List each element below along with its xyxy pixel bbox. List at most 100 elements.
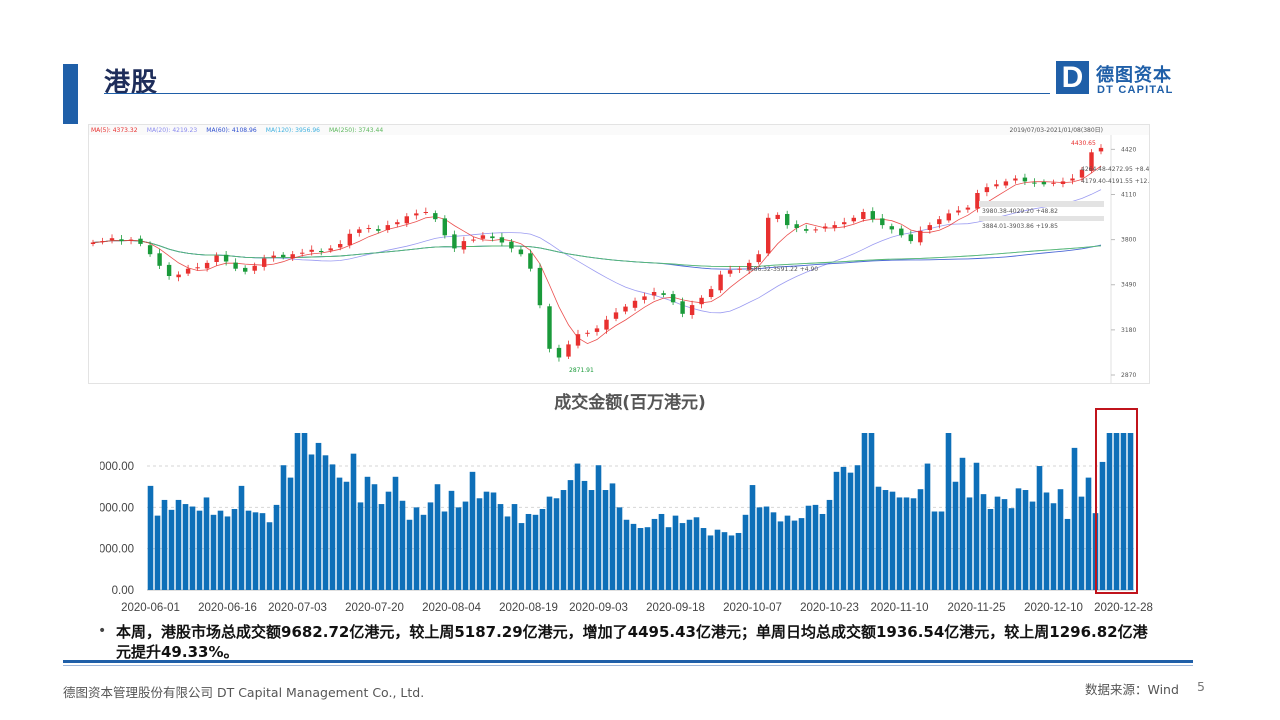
x-tick-label: 2020-08-04 xyxy=(422,602,481,614)
volume-bar xyxy=(840,466,847,590)
x-tick-label: 2020-09-03 xyxy=(569,602,628,614)
logo-name-en: DT CAPITAL xyxy=(1097,84,1174,96)
candle-body xyxy=(775,214,780,219)
candle-body xyxy=(471,239,476,241)
candle-body xyxy=(119,239,124,241)
volume-bar xyxy=(322,455,329,590)
candle-body xyxy=(566,344,571,357)
candle-body xyxy=(832,225,837,228)
volume-bar xyxy=(539,509,546,590)
candle-body xyxy=(1070,178,1075,181)
volume-bar xyxy=(497,504,504,590)
volume-bar xyxy=(805,505,812,590)
volume-bar xyxy=(616,507,623,590)
candle-body xyxy=(233,262,238,269)
volume-bar xyxy=(917,489,924,590)
candle-body xyxy=(518,249,524,255)
volume-bar xyxy=(1022,490,1029,590)
candle-body xyxy=(689,305,695,315)
volume-bar xyxy=(343,481,350,590)
volume-bar xyxy=(427,502,434,590)
candle-body xyxy=(1032,182,1037,184)
candle-body xyxy=(252,265,257,271)
volume-bar xyxy=(546,496,553,590)
candle-body xyxy=(281,254,286,258)
candle-body xyxy=(575,334,581,346)
candle-body xyxy=(528,253,533,269)
volume-bar xyxy=(1106,433,1113,590)
candle-body xyxy=(804,229,809,231)
volume-bar xyxy=(189,506,196,590)
volume-bar xyxy=(588,490,595,590)
candle-body xyxy=(547,306,552,349)
volume-bar xyxy=(623,519,630,590)
candle-body xyxy=(747,262,752,270)
candle-body xyxy=(699,297,704,305)
candle-body xyxy=(204,262,210,269)
volume-bar xyxy=(672,515,679,590)
candle-body xyxy=(708,289,714,297)
kline-annotation: 3586.32-3591.22 +4.90 xyxy=(746,266,818,273)
volume-bar xyxy=(364,476,371,590)
volume-bar xyxy=(931,511,938,590)
volume-bar xyxy=(308,454,315,590)
volume-bar xyxy=(910,498,917,590)
candle-body xyxy=(1060,181,1066,184)
candle-body xyxy=(594,328,600,332)
volume-bar xyxy=(511,504,518,590)
volume-bar xyxy=(763,506,770,590)
candle-body xyxy=(309,249,314,252)
volume-bar xyxy=(868,433,875,590)
ma-legend-item: MA(250): 3743.44 xyxy=(329,127,383,134)
x-tick-label: 2020-09-18 xyxy=(646,602,705,614)
candle-body xyxy=(766,217,771,254)
candle-body xyxy=(899,228,904,236)
volume-bar xyxy=(392,476,399,590)
candle-body xyxy=(623,306,628,312)
kline-annotation: 3980.38-4029.20 +48.82 xyxy=(982,208,1058,215)
volume-bar xyxy=(329,464,336,590)
candle-body xyxy=(842,222,847,225)
footer-company: 德图资本管理股份有限公司 DT Capital Management Co., … xyxy=(63,685,425,700)
candle-body xyxy=(138,238,143,244)
volume-bar xyxy=(1015,488,1022,590)
page-number: 5 xyxy=(1197,679,1205,694)
volume-bar xyxy=(462,501,469,590)
volume-bar xyxy=(791,520,798,590)
volume-bar xyxy=(1071,447,1078,590)
volume-bar xyxy=(980,494,987,590)
hsi-candlestick-chart: MA(5): 4373.32 MA(20): 4219.23 MA(60): 410… xyxy=(88,124,1150,384)
volume-bar xyxy=(749,485,756,590)
candle-body xyxy=(271,255,276,258)
volume-bar xyxy=(854,465,861,590)
candle-body xyxy=(556,347,562,358)
volume-bar xyxy=(637,528,644,590)
candle-body xyxy=(585,332,590,334)
volume-bar xyxy=(609,483,616,590)
header-accent-bar xyxy=(63,64,78,124)
volume-bar xyxy=(658,513,665,590)
candle-body xyxy=(956,210,961,213)
volume-bar xyxy=(259,513,266,590)
candle-body xyxy=(927,225,932,230)
volume-bar xyxy=(770,512,777,590)
x-tick-label: 2020-10-07 xyxy=(723,602,782,614)
candle-body xyxy=(975,193,980,209)
candle-body xyxy=(262,258,267,267)
volume-bar xyxy=(777,521,784,590)
candle-body xyxy=(366,228,371,229)
volume-bar xyxy=(924,463,931,590)
candle-body xyxy=(376,229,381,231)
volume-bar xyxy=(399,500,406,590)
volume-bar xyxy=(966,497,973,590)
volume-bar xyxy=(1050,503,1057,590)
candle-body xyxy=(908,234,913,242)
volume-bar xyxy=(1064,518,1071,590)
title-divider xyxy=(104,93,1050,94)
candle-body xyxy=(994,184,999,187)
candle-body xyxy=(452,234,457,249)
ma-legend-item: MA(120): 3956.96 xyxy=(266,127,320,134)
candle-body xyxy=(1022,177,1028,182)
volume-bar xyxy=(693,517,700,590)
volume-bar xyxy=(147,485,154,590)
